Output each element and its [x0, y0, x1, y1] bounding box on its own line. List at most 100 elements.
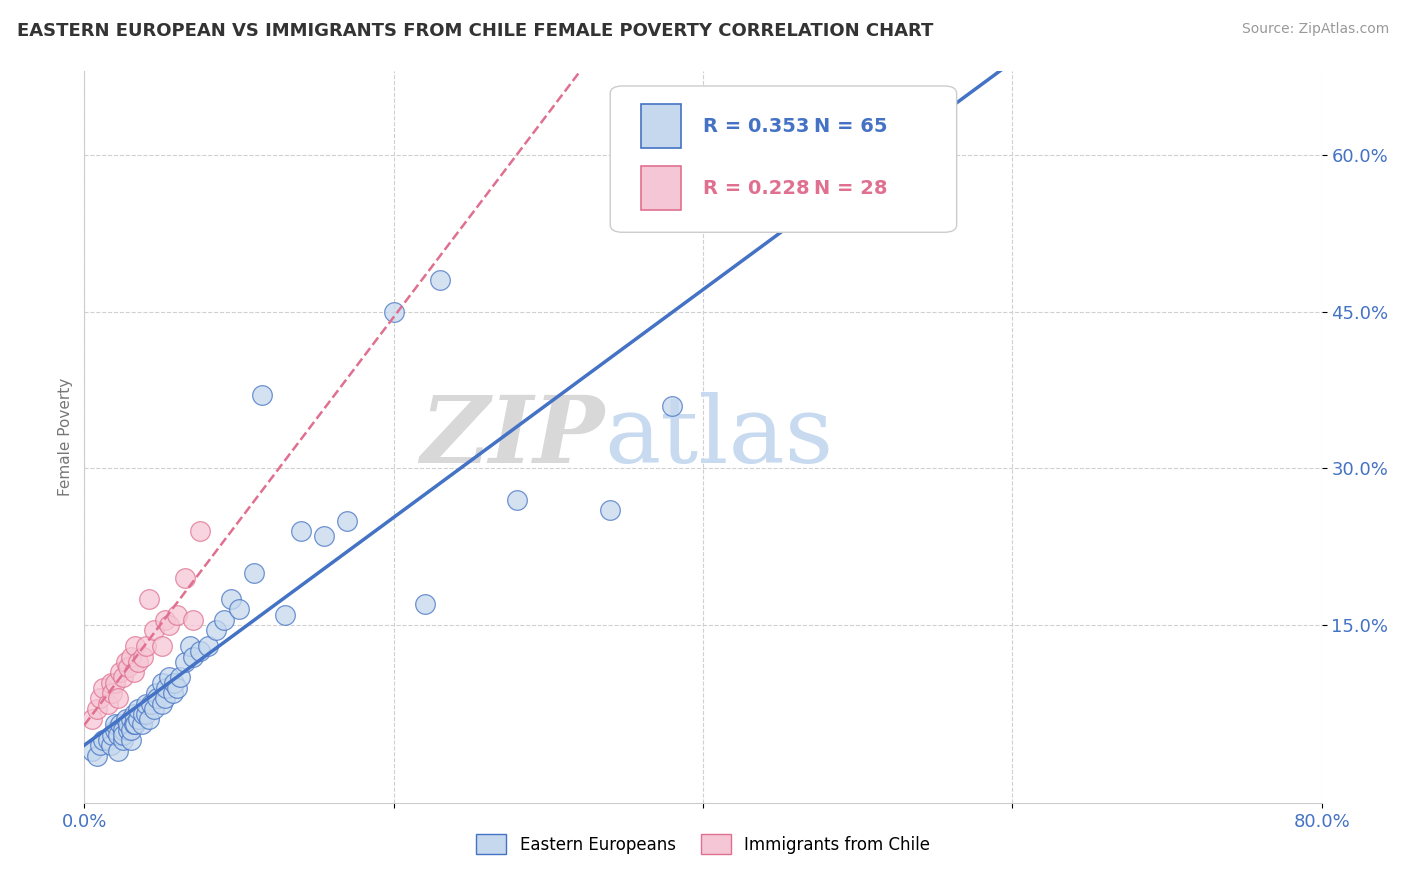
- Point: [506, 492, 529, 507]
- Point: [122, 706, 145, 721]
- Point: [166, 681, 188, 695]
- Text: ZIP: ZIP: [420, 392, 605, 482]
- Point: [122, 717, 145, 731]
- Point: [159, 618, 180, 632]
- Point: [117, 660, 139, 674]
- Point: [120, 723, 142, 737]
- Point: [107, 728, 129, 742]
- Point: [112, 728, 135, 742]
- Point: [146, 691, 169, 706]
- Point: [150, 697, 173, 711]
- Text: atlas: atlas: [605, 392, 834, 482]
- Point: [205, 624, 228, 638]
- Point: [117, 717, 139, 731]
- Point: [150, 675, 173, 690]
- FancyBboxPatch shape: [641, 167, 681, 211]
- Point: [312, 529, 335, 543]
- Point: [132, 649, 155, 664]
- Point: [188, 524, 211, 538]
- Point: [120, 649, 142, 664]
- Point: [179, 639, 201, 653]
- Point: [153, 691, 176, 706]
- Point: [100, 675, 122, 690]
- Y-axis label: Female Poverty: Female Poverty: [58, 378, 73, 496]
- Point: [127, 702, 149, 716]
- Point: [104, 717, 127, 731]
- Point: [150, 639, 173, 653]
- Point: [131, 717, 153, 731]
- Point: [101, 686, 124, 700]
- Point: [336, 514, 359, 528]
- FancyBboxPatch shape: [610, 86, 956, 232]
- Point: [132, 706, 155, 721]
- Point: [135, 706, 157, 721]
- Point: [91, 733, 114, 747]
- Point: [429, 273, 451, 287]
- Point: [212, 613, 235, 627]
- Point: [96, 697, 118, 711]
- Point: [127, 655, 149, 669]
- Point: [290, 524, 312, 538]
- Text: N = 65: N = 65: [814, 117, 887, 136]
- Point: [145, 686, 167, 700]
- Point: [169, 670, 191, 684]
- Text: Source: ZipAtlas.com: Source: ZipAtlas.com: [1241, 22, 1389, 37]
- Point: [143, 702, 166, 716]
- Point: [181, 613, 204, 627]
- Point: [89, 739, 111, 753]
- Point: [188, 644, 211, 658]
- Point: [82, 712, 104, 726]
- Point: [86, 702, 108, 716]
- Point: [112, 670, 135, 684]
- Point: [250, 388, 273, 402]
- Point: [162, 686, 184, 700]
- Point: [159, 670, 180, 684]
- Point: [120, 733, 142, 747]
- Point: [166, 607, 188, 622]
- Text: N = 28: N = 28: [814, 179, 887, 198]
- Point: [120, 712, 142, 726]
- Point: [139, 697, 162, 711]
- Text: EASTERN EUROPEAN VS IMMIGRANTS FROM CHILE FEMALE POVERTY CORRELATION CHART: EASTERN EUROPEAN VS IMMIGRANTS FROM CHIL…: [17, 22, 934, 40]
- Point: [138, 592, 160, 607]
- Point: [197, 639, 219, 653]
- Point: [96, 733, 118, 747]
- Point: [107, 743, 129, 757]
- Point: [108, 717, 131, 731]
- Point: [174, 655, 197, 669]
- Point: [274, 607, 297, 622]
- Point: [91, 681, 114, 695]
- Point: [100, 739, 122, 753]
- Point: [107, 691, 129, 706]
- Point: [101, 728, 124, 742]
- Point: [181, 649, 204, 664]
- Point: [115, 655, 138, 669]
- Point: [138, 712, 160, 726]
- Point: [243, 566, 266, 580]
- Point: [153, 613, 176, 627]
- Point: [228, 602, 250, 616]
- Point: [82, 743, 104, 757]
- Point: [127, 712, 149, 726]
- Text: R = 0.228: R = 0.228: [703, 179, 810, 198]
- Point: [382, 304, 405, 318]
- Point: [599, 503, 621, 517]
- Point: [117, 723, 139, 737]
- Point: [124, 717, 146, 731]
- Point: [104, 723, 127, 737]
- Point: [112, 723, 135, 737]
- FancyBboxPatch shape: [641, 104, 681, 148]
- Point: [108, 665, 131, 680]
- Point: [219, 592, 242, 607]
- Point: [89, 691, 111, 706]
- Point: [163, 675, 186, 690]
- Legend: Eastern Europeans, Immigrants from Chile: Eastern Europeans, Immigrants from Chile: [470, 828, 936, 860]
- Point: [86, 748, 108, 763]
- Point: [122, 665, 145, 680]
- Point: [135, 639, 157, 653]
- Point: [124, 639, 146, 653]
- Point: [143, 624, 166, 638]
- Point: [112, 733, 135, 747]
- Point: [413, 597, 436, 611]
- Point: [174, 571, 197, 585]
